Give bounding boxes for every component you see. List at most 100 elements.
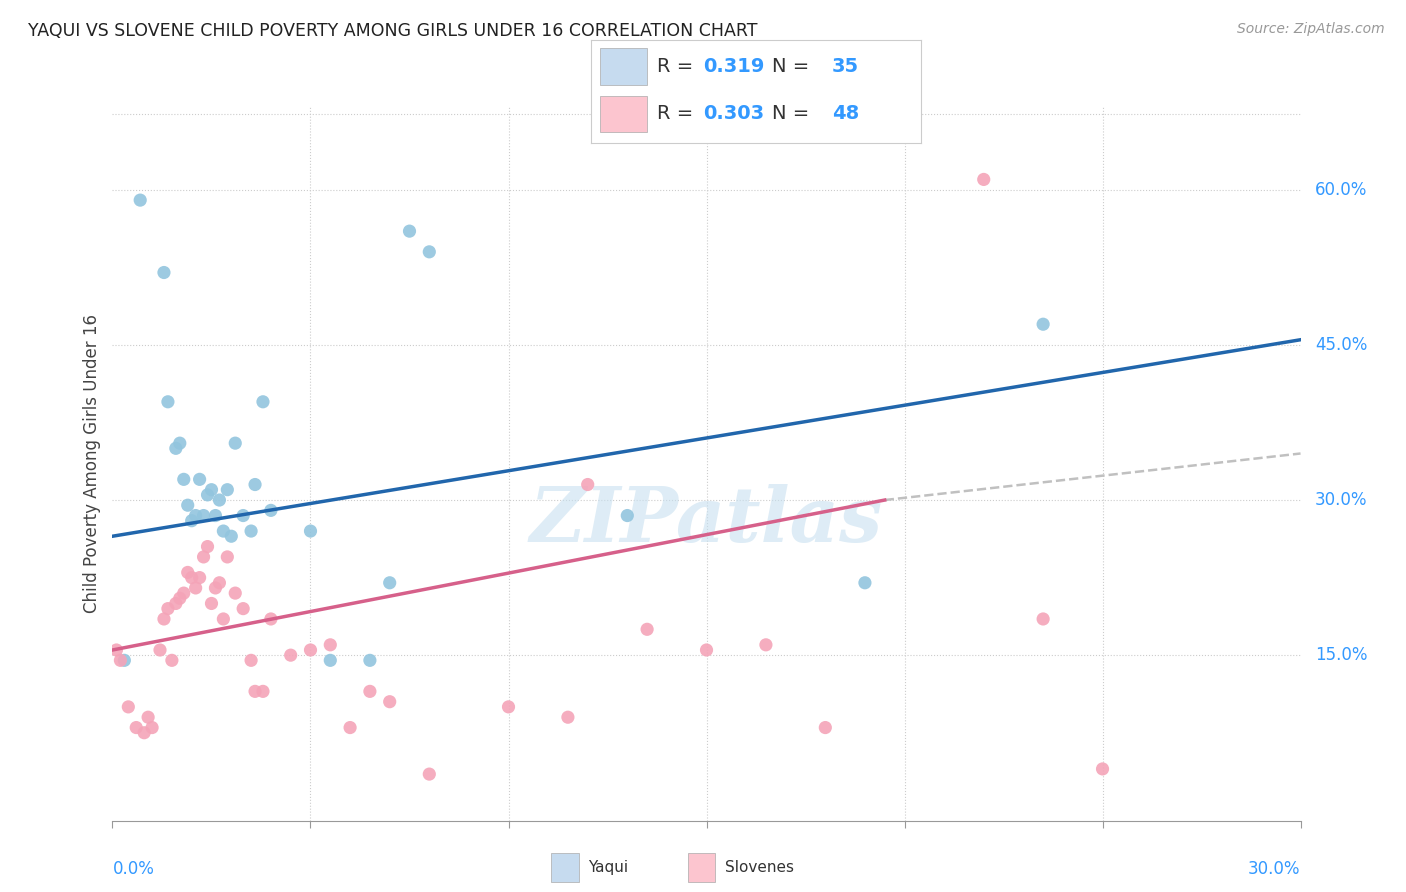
Text: ZIPatlas: ZIPatlas — [530, 484, 883, 558]
Text: 48: 48 — [832, 104, 859, 123]
Point — [224, 436, 246, 450]
Point — [200, 597, 222, 611]
Text: 0.0%: 0.0% — [112, 860, 155, 878]
Point — [153, 266, 176, 280]
Bar — [600, 48, 647, 86]
Point — [208, 575, 231, 590]
Point — [177, 566, 200, 580]
Text: 35: 35 — [832, 57, 859, 77]
Point — [141, 721, 163, 735]
Text: R =: R = — [657, 57, 699, 77]
Bar — [551, 854, 579, 881]
Point — [576, 477, 599, 491]
Point — [636, 623, 658, 637]
Point — [156, 601, 179, 615]
Point — [105, 643, 128, 657]
Point — [755, 638, 778, 652]
Point — [153, 612, 176, 626]
Point — [129, 193, 152, 207]
Point — [193, 549, 215, 564]
Point — [418, 767, 440, 781]
Point — [200, 483, 222, 497]
Point — [217, 549, 239, 564]
Point — [136, 710, 159, 724]
Text: N =: N = — [772, 57, 815, 77]
Point — [110, 653, 132, 667]
Point — [280, 648, 302, 662]
Point — [169, 436, 191, 450]
Point — [197, 540, 219, 554]
Text: 45.0%: 45.0% — [1315, 336, 1367, 354]
Point — [378, 575, 401, 590]
Point — [219, 529, 242, 543]
Point — [243, 684, 266, 698]
Point — [260, 612, 283, 626]
Point — [814, 721, 837, 735]
Point — [243, 477, 266, 491]
Point — [339, 721, 361, 735]
Y-axis label: Child Poverty Among Girls Under 16: Child Poverty Among Girls Under 16 — [83, 314, 101, 614]
Point — [378, 695, 401, 709]
Point — [224, 586, 246, 600]
Text: 15.0%: 15.0% — [1315, 646, 1367, 665]
Point — [1091, 762, 1114, 776]
Point — [193, 508, 215, 523]
Point — [853, 575, 876, 590]
Point — [299, 643, 322, 657]
Point — [184, 581, 207, 595]
Point — [156, 394, 179, 409]
Point — [418, 244, 440, 259]
Text: Yaqui: Yaqui — [589, 860, 628, 875]
Point — [232, 508, 254, 523]
Point — [359, 653, 381, 667]
Point — [188, 472, 211, 486]
Point — [165, 597, 187, 611]
Text: 0.303: 0.303 — [703, 104, 763, 123]
Point — [173, 472, 195, 486]
Point — [398, 224, 420, 238]
Point — [217, 483, 239, 497]
Point — [173, 586, 195, 600]
Point — [177, 498, 200, 512]
Point — [1032, 612, 1054, 626]
Point — [117, 699, 139, 714]
Text: 30.0%: 30.0% — [1249, 860, 1301, 878]
Point — [180, 514, 202, 528]
Point — [197, 488, 219, 502]
Point — [616, 508, 638, 523]
Point — [160, 653, 183, 667]
Point — [188, 571, 211, 585]
Point — [557, 710, 579, 724]
Point — [319, 638, 342, 652]
Point — [252, 684, 274, 698]
Point — [1032, 317, 1054, 331]
Point — [696, 643, 718, 657]
Point — [973, 172, 995, 186]
Point — [180, 571, 202, 585]
Point — [125, 721, 148, 735]
Point — [165, 442, 187, 456]
Point — [184, 508, 207, 523]
Point — [208, 493, 231, 508]
Point — [252, 394, 274, 409]
Text: 60.0%: 60.0% — [1315, 181, 1367, 199]
Point — [498, 699, 520, 714]
Point — [112, 653, 135, 667]
Point — [260, 503, 283, 517]
Text: N =: N = — [772, 104, 815, 123]
Text: Source: ZipAtlas.com: Source: ZipAtlas.com — [1237, 22, 1385, 37]
Point — [134, 725, 156, 739]
Point — [232, 601, 254, 615]
Point — [240, 653, 263, 667]
Point — [204, 508, 226, 523]
Point — [319, 653, 342, 667]
Text: R =: R = — [657, 104, 699, 123]
Point — [212, 524, 235, 538]
Point — [240, 524, 263, 538]
Point — [149, 643, 172, 657]
Point — [204, 581, 226, 595]
Text: Slovenes: Slovenes — [724, 860, 793, 875]
Point — [169, 591, 191, 606]
Bar — [688, 854, 716, 881]
Text: YAQUI VS SLOVENE CHILD POVERTY AMONG GIRLS UNDER 16 CORRELATION CHART: YAQUI VS SLOVENE CHILD POVERTY AMONG GIR… — [28, 22, 758, 40]
